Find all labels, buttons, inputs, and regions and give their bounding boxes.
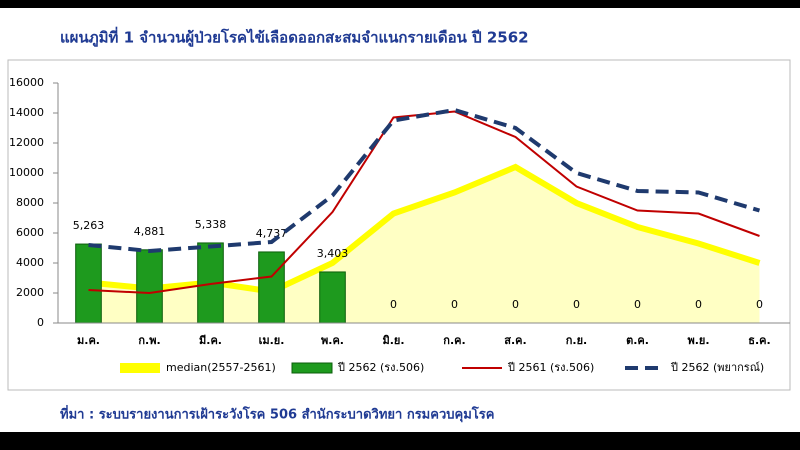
chart-title: แผนภูมิที่ 1 จำนวนผู้ป่วยโรคไข้เลือดออกส… (60, 27, 529, 48)
y-tick-label: 2000 (16, 286, 44, 299)
y-tick-label: 8000 (16, 196, 44, 209)
legend-label: median(2557-2561) (166, 361, 276, 374)
x-tick-label: มิ.ย. (382, 334, 404, 347)
value-label: 5,338 (195, 218, 227, 231)
legend-swatch (291, 362, 333, 374)
x-tick-label: ธ.ค. (748, 334, 770, 347)
x-tick-label: ม.ค. (77, 334, 100, 347)
value-label: 0 (695, 298, 702, 311)
bar (75, 243, 102, 324)
value-label: 4,737 (256, 227, 288, 240)
y-tick-label: 14000 (9, 106, 44, 119)
y-tick-label: 6000 (16, 226, 44, 239)
x-tick-label: ต.ค. (626, 334, 649, 347)
bar (319, 271, 346, 324)
forecast-line (88, 107, 761, 254)
x-tick-label: มี.ค. (199, 334, 222, 347)
source-note: ที่มา : ระบบรายงานการเฝ้าระวังโรค 506 สำ… (60, 405, 494, 423)
value-label: 5,263 (73, 219, 105, 232)
y-tick-label: 12000 (9, 136, 44, 149)
chart-frame (7, 59, 791, 391)
x-tick-label: ก.ย. (566, 334, 587, 347)
value-label: 3,403 (317, 247, 349, 260)
x-tick-label: พ.ย. (687, 334, 709, 347)
legend-label: ปี 2562 (พยากรณ์) (670, 361, 764, 374)
x-tick-label: ก.ค. (443, 334, 465, 347)
value-label: 0 (634, 298, 641, 311)
y-tick-label: 0 (37, 316, 44, 329)
x-tick-label: ก.พ. (138, 334, 160, 347)
value-label: 0 (756, 298, 763, 311)
y-tick-label: 4000 (16, 256, 44, 269)
y-tick-label: 10000 (9, 166, 44, 179)
x-tick-label: เม.ย. (259, 334, 285, 347)
legend-swatch (120, 363, 160, 373)
median-area (88, 167, 760, 323)
bar (258, 251, 285, 324)
value-label: 0 (512, 298, 519, 311)
value-label: 0 (451, 298, 458, 311)
x-tick-label: ส.ค. (504, 334, 526, 347)
y-tick-label: 16000 (9, 76, 44, 89)
x-tick-label: พ.ค. (321, 334, 344, 347)
legend-label: ปี 2561 (รง.506) (507, 361, 594, 374)
value-label: 0 (390, 298, 397, 311)
value-label: 4,881 (134, 225, 166, 238)
value-label: 0 (573, 298, 580, 311)
bar (136, 249, 163, 324)
legend-label: ปี 2562 (รง.506) (337, 361, 424, 374)
